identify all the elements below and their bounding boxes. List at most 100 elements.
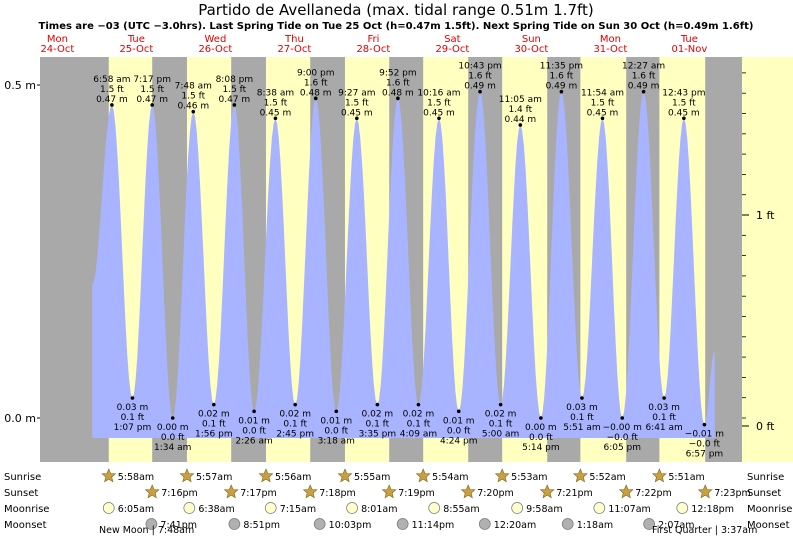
high-tide-feet: 1.5 ft (427, 98, 451, 108)
sunset-time: 7:23pm (714, 488, 751, 499)
sunrise-time: 5:55am (354, 472, 390, 483)
moonrise-time: 8:55am (443, 504, 479, 515)
sunset-star (223, 484, 239, 499)
tide-point (478, 89, 482, 94)
low-tide-feet: 0.0 ft (161, 433, 185, 443)
low-tide-metres: 0.02 m (403, 410, 435, 420)
low-tide-feet: 0.0 ft (242, 426, 266, 436)
row-label-right: Moonrise (747, 504, 792, 515)
day-date: 30-Oct (514, 44, 548, 55)
high-tide-time: 9:00 pm (297, 68, 335, 78)
chart-title: Partido de Avellaneda (max. tidal range … (198, 1, 594, 19)
high-tide-metres: 0.48 m (382, 88, 414, 98)
sunset-star (460, 484, 476, 499)
moonset-icon (145, 518, 158, 530)
low-tide-time: 5:14 pm (522, 443, 560, 453)
sunset-star (618, 484, 634, 499)
high-tide-time: 9:27 am (338, 88, 375, 98)
tide-point (518, 123, 523, 127)
moonset-time: 12:20am (494, 520, 536, 531)
low-tide-time: 4:09 am (400, 430, 437, 440)
tide-point (559, 89, 564, 94)
low-tide-feet: 0.1 ft (283, 420, 307, 430)
moonrise-time: 11:07am (608, 504, 650, 515)
low-tide-feet: 0.0 ft (529, 433, 553, 443)
high-tide-time: 9:52 pm (379, 68, 417, 78)
low-tide-metres: 0.02 m (279, 410, 311, 420)
low-tide-time: 6:05 pm (603, 443, 641, 453)
day-name: Tue (127, 34, 145, 45)
low-tide-time: 5:51 am (563, 423, 600, 433)
sunrise-time: 5:56am (275, 472, 311, 483)
sunset-star (302, 484, 318, 499)
low-tide-time: 1:34 am (154, 443, 191, 453)
high-tide-feet: 1.6 ft (550, 72, 574, 82)
low-tide-time: 1:56 pm (195, 430, 233, 440)
moon-phase-label: New Moon | 7:48am (99, 525, 194, 536)
moonrise-icon (346, 502, 358, 514)
moonrise-time: 12:18pm (691, 504, 734, 515)
low-tide-metres: −0.01 m (685, 430, 724, 440)
moonrise-icon (264, 502, 277, 514)
tide-point (252, 409, 256, 414)
sunrise-star (179, 468, 195, 483)
row-label-left: Moonset (4, 520, 47, 531)
sunrise-time: 5:54am (432, 472, 468, 483)
row-label-left: Sunset (4, 488, 38, 499)
sunset-time: 7:17pm (240, 488, 277, 499)
moonset-time: 10:03pm (329, 520, 372, 531)
low-tide-metres: 0.01 m (443, 416, 475, 426)
day-date: 26-Oct (198, 44, 232, 55)
sunrise-star (572, 468, 588, 483)
high-tide-metres: 0.49 m (546, 82, 578, 92)
day-date: 31-Oct (593, 44, 627, 55)
moonset-icon (561, 518, 574, 530)
sunrise-time: 5:58am (118, 472, 154, 483)
high-tide-time: 6:58 am (93, 75, 130, 85)
low-tide-feet: 0.1 ft (365, 420, 389, 430)
y-tick-label-right: 1 ft (756, 209, 775, 222)
high-tide-feet: 1.5 ft (100, 85, 124, 95)
high-tide-feet: 1.5 ft (181, 92, 205, 102)
day-date: 25-Oct (119, 44, 153, 55)
day-date: 28-Oct (356, 44, 390, 55)
high-tide-time: 10:16 am (417, 88, 460, 98)
tide-point (334, 409, 339, 414)
moonset-time: 1:18am (577, 520, 613, 531)
moonrise-icon (428, 502, 441, 514)
tide-point (232, 103, 237, 107)
low-tide-feet: 0.0 ft (324, 426, 348, 436)
moonset-time: 11:14pm (412, 520, 455, 531)
low-tide-metres: 0.02 m (198, 410, 230, 420)
astronomy-rows: Sunrise Sunrise Sunset Sunset Moonrise Moonri… (4, 468, 792, 536)
day-date: 24-Oct (40, 44, 74, 55)
sunrise-time: 5:53am (511, 472, 547, 483)
sunset-star (697, 484, 713, 499)
high-tide-feet: 1.5 ft (223, 85, 247, 95)
high-tide-time: 10:43 pm (458, 62, 501, 72)
sunrise-star (651, 468, 667, 483)
y-tick-label-left: 0.0 m (4, 412, 36, 425)
high-tide-metres: 0.44 m (505, 115, 537, 125)
row-label-right: Sunrise (747, 472, 784, 483)
sunrise-time: 5:57am (196, 472, 232, 483)
day-name: Tue (680, 34, 698, 45)
low-tide-feet: 0.1 ft (121, 413, 145, 423)
tide-point (130, 396, 135, 400)
row-label-left: Moonrise (4, 504, 49, 515)
low-tide-feet: 0.0 ft (447, 426, 471, 436)
low-tide-metres: 0.02 m (362, 410, 394, 420)
high-tide-metres: 0.45 m (423, 108, 455, 118)
day-date: 01-Nov (671, 44, 707, 55)
low-tide-time: 4:24 pm (440, 436, 478, 446)
low-tide-time: 5:00 am (482, 430, 519, 440)
tide-area (92, 89, 715, 438)
low-tide-metres: 0.00 m (525, 423, 557, 433)
moonrise-icon (593, 502, 606, 514)
y-tick-label-left: 0.5 m (4, 79, 36, 92)
moonrise-icon (102, 502, 115, 514)
row-label-right: Moonset (747, 520, 790, 531)
moonset-time: 2:07am (658, 520, 694, 531)
high-tide-metres: 0.46 m (177, 102, 209, 112)
tide-point (212, 402, 216, 407)
